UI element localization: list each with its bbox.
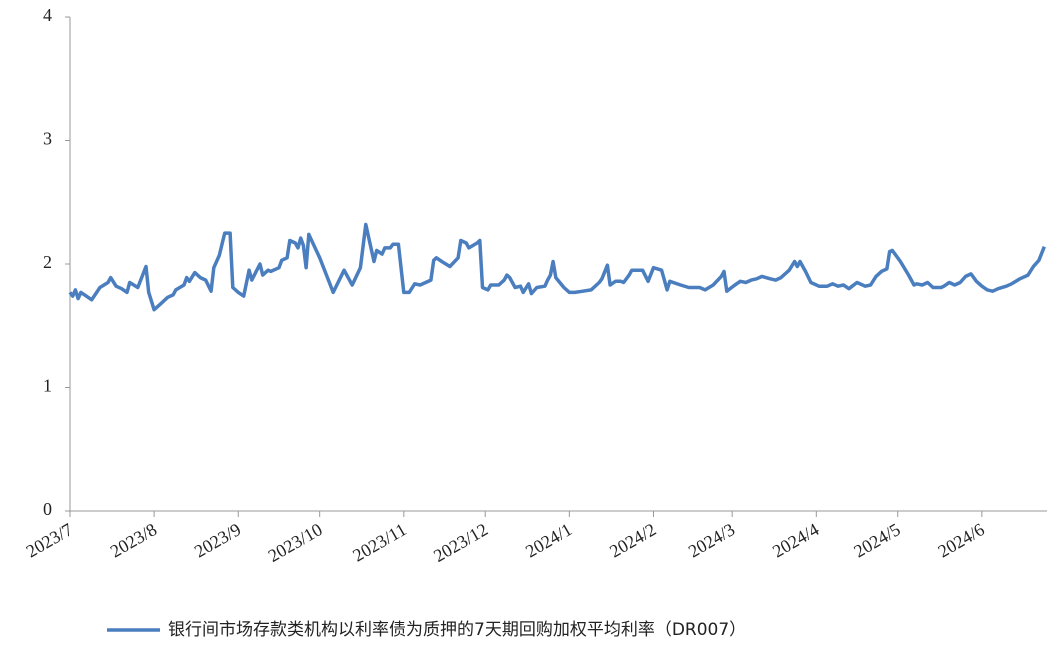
x-tick-label: 2023/9 (191, 519, 244, 561)
x-tick-label: 2023/7 (23, 519, 76, 561)
y-tick-label: 1 (43, 376, 52, 396)
y-tick-label: 3 (43, 129, 52, 149)
x-tick-label: 2023/12 (430, 519, 491, 566)
x-tick-label: 2024/3 (685, 519, 738, 561)
y-tick-label: 2 (43, 252, 52, 272)
x-tick-label: 2024/5 (850, 519, 903, 561)
x-tick-label: 2023/11 (349, 519, 410, 565)
data-line (68, 222, 1046, 312)
x-tick-label: 2024/6 (935, 519, 988, 561)
y-tick-label: 4 (43, 5, 52, 25)
y-tick-label: 0 (43, 499, 52, 519)
x-tick-label: 2023/10 (265, 519, 326, 566)
x-tick-label: 2024/1 (522, 519, 575, 561)
x-tick-label: 2023/8 (107, 519, 160, 561)
x-tick-label: 2024/2 (606, 519, 659, 561)
legend-label: 银行间市场存款类机构以利率债为质押的7天期回购加权平均利率（DR007） (168, 620, 746, 640)
x-tick-label: 2024/4 (769, 519, 822, 561)
